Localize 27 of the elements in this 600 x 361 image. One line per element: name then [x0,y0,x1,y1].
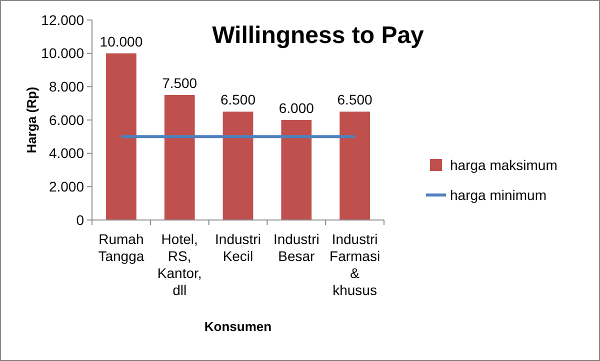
x-tick-label: Industri Besar [273,231,320,264]
bar [222,112,254,220]
data-label: 6.500 [337,92,373,108]
y-tick-label: 4.000 [48,145,84,162]
data-label: 6.000 [278,100,314,116]
x-axis-title: Konsumen [204,319,272,334]
bar [164,95,195,220]
y-tick-label: 10.000 [41,45,84,62]
y-tick-label: 12.000 [41,12,84,28]
bar [340,112,370,220]
x-tick-label: Industri Farmasi & khusus [330,231,380,298]
legend-label: harga maksimum [450,156,558,173]
bar [106,53,136,220]
data-label: 7.500 [162,75,198,91]
bar [281,120,312,220]
data-label: 6.500 [220,92,256,108]
y-tick-label: 0 [76,212,84,228]
y-axis-title: Harga (Rp) [24,86,39,154]
y-tick-label: 8.000 [48,78,84,95]
legend-label: harga minimum [450,186,546,203]
chart-title: Willingness to Pay [212,22,425,49]
y-tick-label: 2.000 [48,178,84,195]
y-tick-label: 6.000 [48,112,84,128]
x-tick-label: Rumah Tangga [98,231,144,264]
x-tick-label: Hotel, RS, Kantor, dll [157,231,202,298]
data-label: 10.000 [100,33,143,50]
x-tick-label: Industri Kecil [215,231,261,264]
